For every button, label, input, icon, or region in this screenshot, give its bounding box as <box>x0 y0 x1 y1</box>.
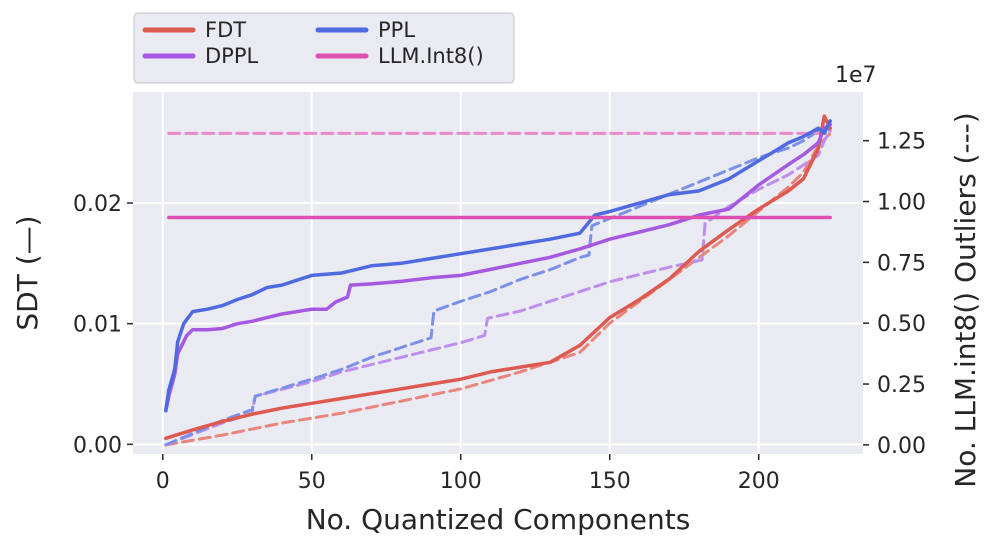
y-left-tick-label: 0.02 <box>73 192 122 217</box>
x-tick-label: 200 <box>738 469 780 494</box>
x-tick-label: 150 <box>589 469 631 494</box>
right-axis-offset-label: 1e7 <box>835 63 877 88</box>
series-layer <box>164 114 832 447</box>
y-right-tick-label: 0.25 <box>877 373 926 398</box>
series-line-fdt-dashed <box>164 131 832 447</box>
x-tick-label: 50 <box>298 469 326 494</box>
series-line-ppl-solid <box>164 119 832 413</box>
y-right-tick-label: 1.00 <box>877 191 926 216</box>
plot-area <box>133 92 863 454</box>
x-tick-label: 100 <box>440 469 482 494</box>
y-left-tick-label: 0.01 <box>73 313 122 338</box>
grid <box>133 92 863 454</box>
y-axis-left-label: SDT (—) <box>11 215 44 330</box>
y-right-tick-label: 0.00 <box>877 434 926 459</box>
legend-box <box>133 12 515 84</box>
y-left-tick-label: 0.00 <box>73 433 122 458</box>
y-right-tick-label: 0.75 <box>877 251 926 276</box>
legend-label: DPPL <box>205 44 258 68</box>
ticks: 0 50 100 150 200 0.00 0.01 0.02 0.00 0.25 0.50 0.75… <box>73 130 926 494</box>
x-axis-label: No. Quantized Components <box>306 503 691 536</box>
y-right-tick-label: 1.25 <box>877 130 926 155</box>
series-line-dppl-dashed <box>164 129 832 447</box>
x-tick-label: 0 <box>156 469 170 494</box>
series-line-ppl-dashed <box>164 127 832 447</box>
y-axis-right-label: No. LLM.int8() Outliers (---) <box>949 112 982 487</box>
legend-label: FDT <box>205 18 246 42</box>
series-line-fdt-solid <box>164 114 832 441</box>
legend-label: LLM.Int8() <box>378 44 484 68</box>
series-line-dppl-solid <box>164 122 832 413</box>
legend-label: PPL <box>378 18 415 42</box>
y-right-tick-label: 0.50 <box>877 312 926 337</box>
